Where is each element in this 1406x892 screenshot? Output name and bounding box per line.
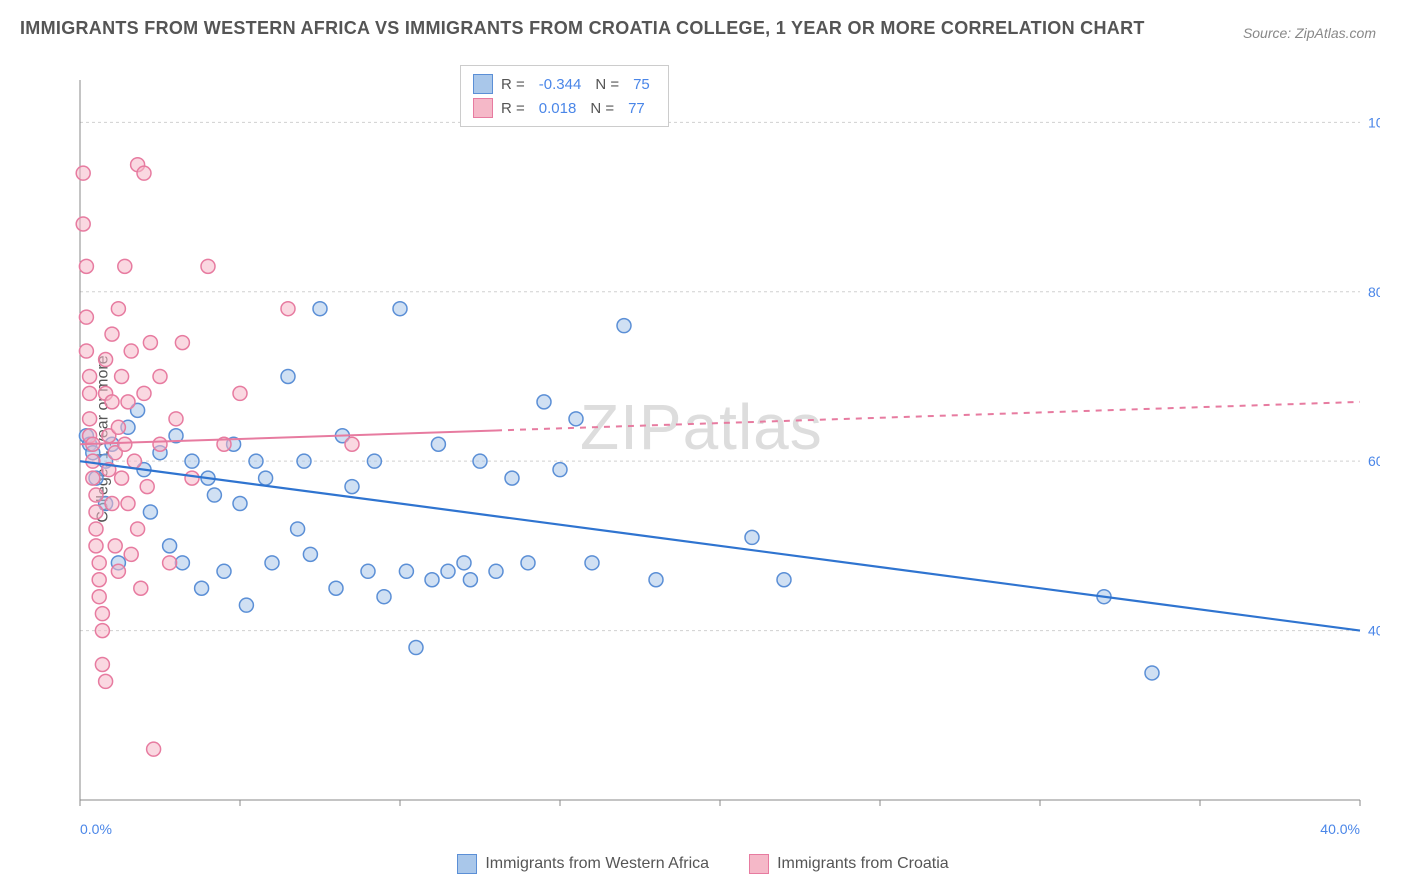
legend-n-label: N = [595, 76, 619, 93]
scatter-plot: 40.0% 60.0% 80.0% 100.0% 0.0% 40.0% [60, 60, 1380, 840]
series-legend: Immigrants from Western Africa Immigrant… [0, 854, 1406, 874]
series-label: Immigrants from Croatia [777, 855, 949, 873]
legend-n-label: N = [590, 100, 614, 117]
svg-text:0.0%: 0.0% [80, 821, 112, 837]
legend-r-value: 0.018 [533, 100, 583, 117]
series-label: Immigrants from Western Africa [485, 855, 709, 873]
chart-title: IMMIGRANTS FROM WESTERN AFRICA VS IMMIGR… [20, 18, 1145, 39]
svg-text:60.0%: 60.0% [1368, 453, 1380, 469]
legend-r-label: R = [501, 76, 525, 93]
legend-n-value: 77 [622, 100, 651, 117]
legend-n-value: 75 [627, 76, 656, 93]
svg-text:80.0%: 80.0% [1368, 284, 1380, 300]
svg-text:40.0%: 40.0% [1368, 623, 1380, 639]
legend-swatch [473, 98, 493, 118]
source-attribution: Source: ZipAtlas.com [1243, 25, 1376, 41]
legend-swatch [457, 854, 477, 874]
legend-r-label: R = [501, 100, 525, 117]
svg-text:100.0%: 100.0% [1368, 114, 1380, 130]
legend-swatch [749, 854, 769, 874]
stats-legend: R = -0.344 N = 75 R = 0.018 N = 77 [460, 65, 669, 127]
legend-swatch [473, 74, 493, 94]
svg-text:40.0%: 40.0% [1320, 821, 1360, 837]
legend-r-value: -0.344 [533, 76, 588, 93]
